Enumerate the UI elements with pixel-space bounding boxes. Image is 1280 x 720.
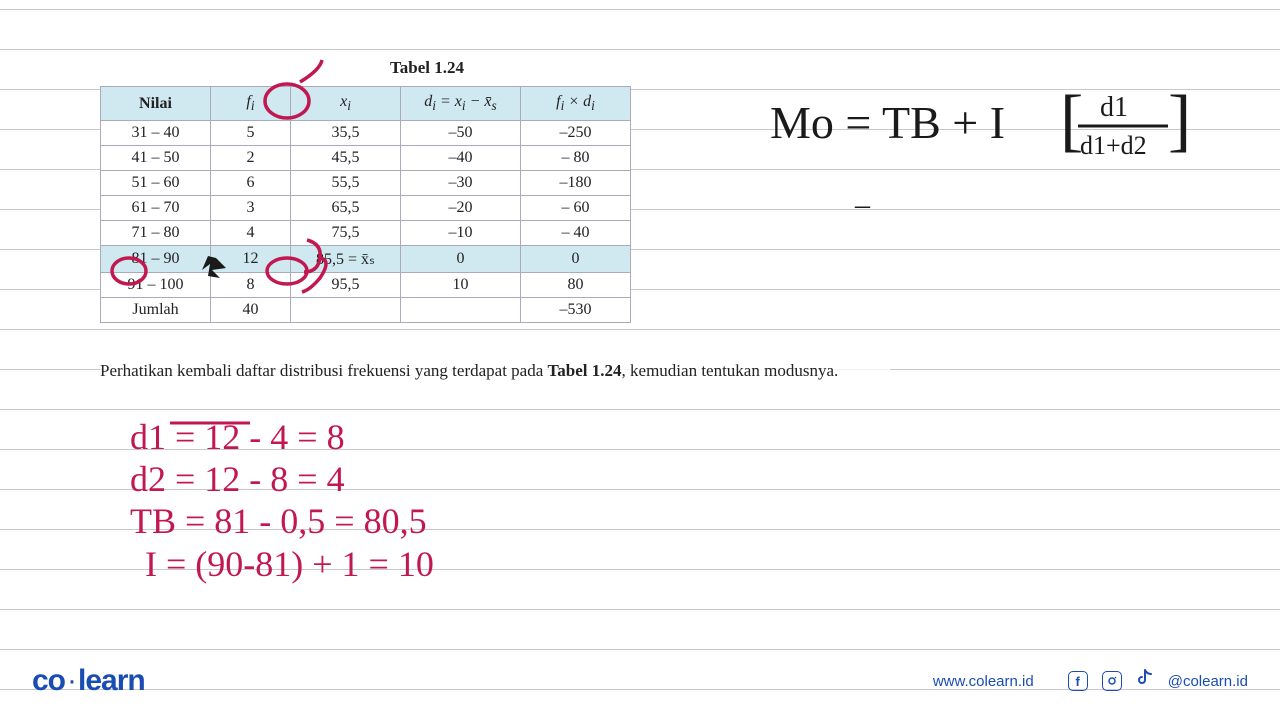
cell-total-f: 40 [211,298,291,323]
cell-f: 3 [211,196,291,221]
colearn-logo: co·learn [32,664,145,698]
question-bold: Tabel 1.24 [548,361,622,380]
table-caption: Tabel 1.24 [390,58,1200,78]
cell-d: –50 [401,121,521,146]
cell-nilai: 71 – 80 [101,221,211,246]
cell-f: 2 [211,146,291,171]
logo-dot: · [67,664,76,697]
cell-x: 95,5 [291,273,401,298]
cell-x: 45,5 [291,146,401,171]
cell-total-label: Jumlah [101,298,211,323]
table-row: 41 – 50245,5–40– 80 [101,146,631,171]
table-header-row: Nilai fi xi di = xi − x̄s fi × di [101,87,631,121]
col-d: di = xi − x̄s [401,87,521,121]
footer-url: www.colearn.id [933,673,1034,690]
cell-x: 35,5 [291,121,401,146]
logo-co: co [32,664,65,697]
facebook-icon: f [1068,671,1088,691]
cell-empty [401,298,521,323]
cell-d: –20 [401,196,521,221]
cell-fd: 80 [521,273,631,298]
logo-learn: learn [78,664,145,697]
cell-fd: –180 [521,171,631,196]
col-x: xi [291,87,401,121]
table-row: 71 – 80475,5–10– 40 [101,221,631,246]
footer: co·learn www.colearn.id f @colearn.id [0,664,1280,698]
cell-nilai: 41 – 50 [101,146,211,171]
col-f: fi [211,87,291,121]
col-nilai: Nilai [101,87,211,121]
table-row: 61 – 70365,5–20– 60 [101,196,631,221]
cell-fd: – 60 [521,196,631,221]
footer-right: www.colearn.id f @colearn.id [933,668,1248,694]
cell-x: 65,5 [291,196,401,221]
cell-fd: –250 [521,121,631,146]
table-row: 31 – 40535,5–50–250 [101,121,631,146]
cell-f: 8 [211,273,291,298]
cell-f: 4 [211,221,291,246]
footer-handle: @colearn.id [1168,673,1248,690]
cell-nilai: 81 – 90 [101,246,211,273]
cell-d: –10 [401,221,521,246]
cell-f: 5 [211,121,291,146]
cell-nilai: 91 – 100 [101,273,211,298]
cell-empty [291,298,401,323]
cell-d: 0 [401,246,521,273]
table-body: 31 – 40535,5–50–250 41 – 50245,5–40– 80 … [101,121,631,323]
cell-fd: – 40 [521,221,631,246]
cell-f: 6 [211,171,291,196]
table-row-highlighted: 81 – 901285,5 = x̄ₛ00 [101,246,631,273]
cell-fd: 0 [521,246,631,273]
frequency-table: Nilai fi xi di = xi − x̄s fi × di 31 – 4… [100,86,631,323]
col-fd: fi × di [521,87,631,121]
cell-total-fd: –530 [521,298,631,323]
cell-x: 85,5 = x̄ₛ [291,246,401,273]
table-row: 91 – 100895,51080 [101,273,631,298]
cell-nilai: 31 – 40 [101,121,211,146]
cell-d: –40 [401,146,521,171]
question-text: Perhatikan kembali daftar distribusi fre… [100,358,890,384]
cell-d: 10 [401,273,521,298]
table-row-totals: Jumlah40 –530 [101,298,631,323]
table-row: 51 – 60655,5–30–180 [101,171,631,196]
instagram-icon [1102,671,1122,691]
cell-nilai: 51 – 60 [101,171,211,196]
cell-f: 12 [211,246,291,273]
tiktok-icon [1136,668,1154,694]
cell-fd: – 80 [521,146,631,171]
cell-d: –30 [401,171,521,196]
cell-x: 75,5 [291,221,401,246]
cell-nilai: 61 – 70 [101,196,211,221]
main-content: Tabel 1.24 Nilai fi xi di = xi − x̄s fi … [100,58,1200,323]
cell-x: 55,5 [291,171,401,196]
